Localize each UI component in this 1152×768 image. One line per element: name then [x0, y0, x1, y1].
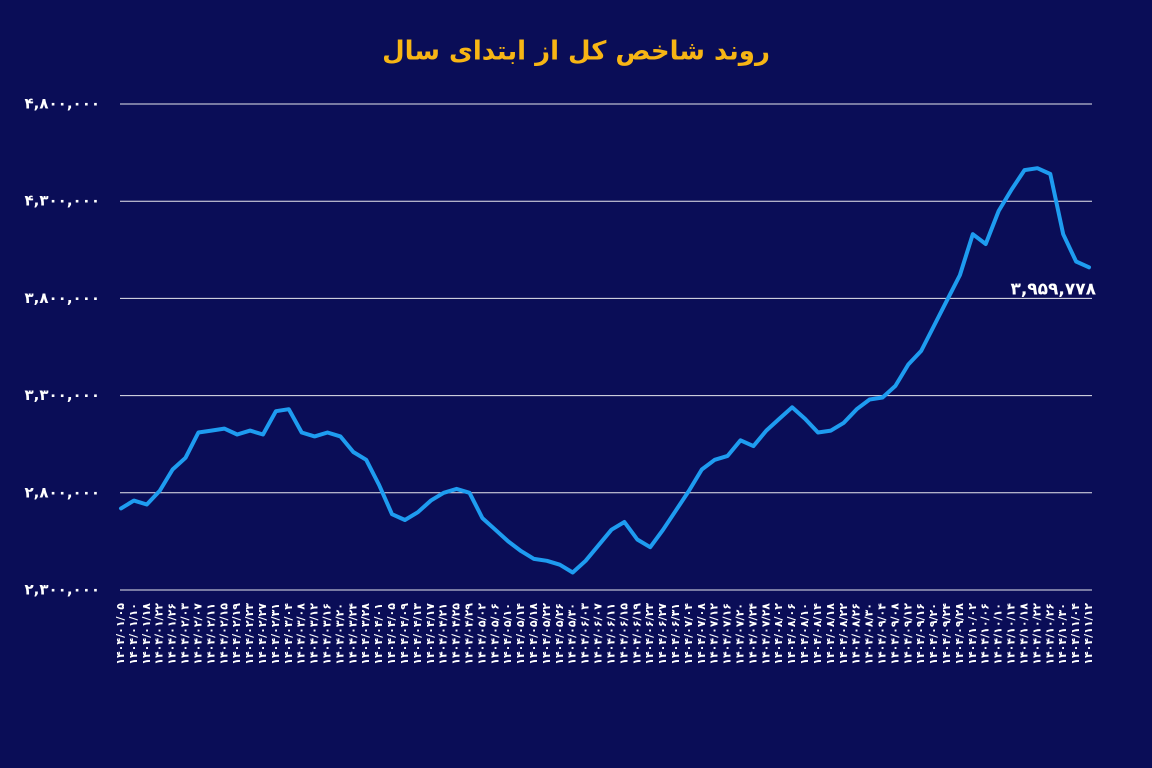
x-tick-label: ۱۴۰۴/۰۶/۰۷ — [592, 603, 605, 665]
x-tick-label: ۱۴۰۴/۱۰/۲۶ — [1043, 603, 1056, 665]
x-tick-label: ۱۴۰۴/۰۴/۱۳ — [411, 603, 424, 665]
x-tick-label: ۱۴۰۴/۰۲/۰۳ — [179, 603, 192, 665]
y-tick-label: ۳,۸۰۰,۰۰۰ — [25, 289, 100, 307]
x-tick-label: ۱۴۰۴/۰۹/۲۴ — [940, 603, 953, 665]
x-tick-label: ۱۴۰۴/۰۵/۱۸ — [527, 603, 540, 665]
x-tick-label: ۱۴۰۴/۰۹/۱۶ — [914, 603, 927, 665]
x-tick-label: ۱۴۰۴/۰۵/۱۰ — [501, 603, 514, 665]
x-tick-label: ۱۴۰۴/۱۰/۰۲ — [966, 603, 979, 665]
x-tick-label: ۱۴۰۴/۰۶/۱۵ — [617, 603, 630, 665]
x-tick-label: ۱۴۰۴/۱۰/۱۰ — [992, 603, 1005, 665]
line — [119, 166, 1091, 575]
y-tick-label: ۴,۳۰۰,۰۰۰ — [25, 192, 100, 210]
x-tick-label: ۱۴۰۴/۱۱/۱۲ — [1082, 603, 1095, 665]
x-tick-label: ۱۴۰۴/۰۱/۱۰ — [127, 603, 140, 665]
x-tick-label: ۱۴۰۴/۰۸/۱۴ — [811, 603, 824, 665]
x-tick-label: ۱۴۰۴/۰۷/۲۰ — [734, 603, 747, 665]
x-tick-label: ۱۴۰۴/۰۶/۲۷ — [656, 603, 669, 665]
x-tick-label: ۱۴۰۴/۰۵/۲۶ — [553, 603, 566, 665]
x-tick-label: ۱۴۰۴/۰۹/۱۲ — [901, 603, 914, 665]
x-tick-label: ۱۴۰۴/۰۳/۲۴ — [346, 603, 359, 665]
x-tick-label: ۱۴۰۴/۰۴/۲۵ — [450, 603, 463, 665]
x-tick-label: ۱۴۰۴/۰۵/۰۶ — [488, 603, 501, 665]
x-tick-label: ۱۴۰۴/۰۹/۲۰ — [927, 603, 940, 665]
x-tick-label: ۱۴۰۴/۰۲/۱۱ — [204, 603, 217, 665]
x-tick-label: ۱۴۰۴/۰۷/۱۲ — [708, 603, 721, 665]
x-tick-label: ۱۴۰۴/۰۳/۲۸ — [359, 603, 372, 665]
x-tick-label: ۱۴۰۴/۰۴/۲۱ — [437, 603, 450, 665]
x-tick-label: ۱۴۰۴/۰۹/۰۴ — [875, 603, 888, 665]
x-tick-label: ۱۴۰۴/۰۶/۰۳ — [579, 603, 592, 665]
x-tick-label: ۱۴۰۴/۰۱/۲۶ — [166, 603, 179, 665]
x-tick-label: ۱۴۰۴/۰۶/۲۳ — [643, 603, 656, 665]
x-tick-label: ۱۴۰۴/۰۳/۱۲ — [308, 603, 321, 665]
x-tick-label: ۱۴۰۴/۱۰/۰۶ — [979, 603, 992, 665]
x-tick-label: ۱۴۰۴/۰۲/۲۳ — [243, 603, 256, 665]
x-tick-label: ۱۴۰۴/۰۱/۱۸ — [140, 603, 153, 665]
x-tick-label: ۱۴۰۴/۰۲/۳۱ — [269, 603, 282, 665]
x-tick-label: ۱۴۰۴/۰۴/۰۱ — [372, 603, 385, 665]
x-tick-label: ۱۴۰۴/۰۵/۰۲ — [475, 603, 488, 665]
x-tick-label: ۱۴۰۴/۰۷/۰۸ — [695, 603, 708, 665]
x-tick-label: ۱۴۰۴/۰۷/۰۴ — [682, 603, 695, 665]
x-tick-label: ۱۴۰۴/۰۱/۲۲ — [153, 603, 166, 665]
x-tick-label: ۱۴۰۴/۰۳/۲۰ — [333, 603, 346, 665]
x-tick-label: ۱۴۰۴/۰۲/۱۵ — [217, 603, 230, 665]
x-tick-label: ۱۴۰۴/۰۲/۲۷ — [256, 603, 269, 665]
x-tick-label: ۱۴۰۴/۰۱/۰۵ — [114, 603, 127, 665]
x-tick-label: ۱۴۰۴/۰۵/۳۰ — [566, 603, 579, 665]
x-tick-label: ۱۴۰۴/۰۹/۲۸ — [953, 603, 966, 665]
x-tick-label: ۱۴۰۴/۰۴/۲۹ — [462, 603, 475, 665]
chart-title: روند شاخص کل از ابتدای سال — [382, 37, 770, 67]
x-tick-label: ۱۴۰۴/۰۶/۳۱ — [669, 603, 682, 665]
x-tick-label: ۱۴۰۴/۰۸/۱۰ — [798, 603, 811, 665]
x-tick-label: ۱۴۰۴/۰۸/۰۶ — [785, 603, 798, 665]
x-tick-label: ۱۴۰۴/۰۶/۱۹ — [630, 603, 643, 665]
x-tick-label: ۱۴۰۴/۰۸/۱۸ — [824, 603, 837, 665]
x-tick-label: ۱۴۰۴/۰۴/۰۵ — [385, 603, 398, 665]
x-tick-label: ۱۴۰۴/۰۴/۱۷ — [424, 603, 437, 665]
x-tick-label: ۱۴۰۴/۱۱/۰۴ — [1069, 603, 1082, 665]
x-tick-label: ۱۴۰۴/۰۸/۳۰ — [863, 603, 876, 665]
value-label: ۳,۹۵۹,۷۷۸ — [1010, 279, 1096, 299]
y-tick-label: ۲,۸۰۰,۰۰۰ — [25, 483, 100, 501]
x-tick-label: ۱۴۰۴/۰۸/۲۶ — [850, 603, 863, 665]
x-tick-label: ۱۴۰۴/۱۰/۱۴ — [1005, 603, 1018, 665]
x-tick-label: ۱۴۰۴/۰۸/۲۲ — [837, 603, 850, 665]
x-tick-label: ۱۴۰۴/۰۵/۱۴ — [514, 603, 527, 665]
y-tick-label: ۳,۳۰۰,۰۰۰ — [25, 386, 100, 404]
x-tick-label: ۱۴۰۴/۰۹/۰۸ — [888, 603, 901, 665]
x-tick-label: ۱۴۰۴/۰۷/۱۶ — [721, 603, 734, 665]
x-tick-label: ۱۴۰۴/۰۵/۲۲ — [540, 603, 553, 665]
x-tick-label: ۱۴۰۴/۰۲/۱۹ — [230, 603, 243, 665]
x-tick-label: ۱۴۰۴/۰۶/۱۱ — [604, 603, 617, 665]
x-tick-label: ۱۴۰۴/۰۳/۰۴ — [282, 603, 295, 665]
x-tick-label: ۱۴۰۴/۰۴/۰۹ — [398, 603, 411, 665]
x-tick-label: ۱۴۰۴/۰۷/۲۸ — [759, 603, 772, 665]
x-tick-label: ۱۴۰۴/۱۰/۱۸ — [1017, 603, 1030, 665]
x-tick-label: ۱۴۰۴/۱۰/۲۲ — [1030, 603, 1043, 665]
x-tick-label: ۱۴۰۴/۱۰/۳۰ — [1056, 603, 1069, 665]
x-tick-label: ۱۴۰۴/۰۳/۰۸ — [295, 603, 308, 665]
x-tick-label: ۱۴۰۴/۰۸/۰۲ — [772, 603, 785, 665]
y-tick-label: ۲,۳۰۰,۰۰۰ — [25, 581, 100, 599]
x-tick-label: ۱۴۰۴/۰۳/۱۶ — [321, 603, 334, 665]
x-tick-label: ۱۴۰۴/۰۷/۲۴ — [746, 603, 759, 665]
x-tick-label: ۱۴۰۴/۰۲/۰۷ — [191, 603, 204, 665]
y-tick-label: ۴,۸۰۰,۰۰۰ — [25, 95, 100, 113]
